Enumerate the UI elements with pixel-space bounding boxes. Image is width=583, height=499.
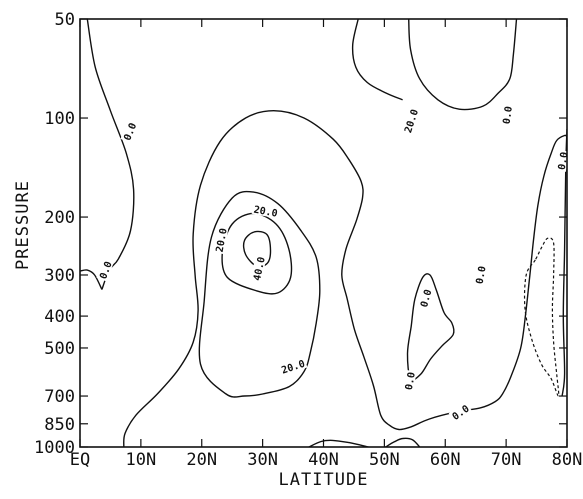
contour-label: 0.0 [448, 401, 472, 423]
contour-label-bg [417, 286, 434, 310]
x-tick-label: 70N [491, 450, 522, 470]
contour-label: 20.0 [251, 202, 280, 220]
contour-label-bg [96, 258, 114, 282]
y-axis-title: PRESSURE [13, 180, 33, 270]
contour-labels: 0.0 20.0 0.0 0.0 20.0 20.0 40.0 0.0 0.0 0.0 20.0 0.… [96, 104, 571, 423]
contour-label-bg [251, 202, 280, 219]
contour-line [80, 269, 103, 290]
contour-label-text: 20.0 [215, 227, 230, 253]
y-tick-label: 300 [44, 266, 75, 286]
contour-label: 0.0 [96, 258, 115, 282]
x-tick-label: 10N [126, 450, 157, 470]
contour-label-bg [448, 401, 472, 423]
contour-line [198, 190, 321, 398]
contour-label: 0.0 [120, 119, 139, 144]
contour-label-bg [401, 106, 421, 136]
contour-label: 20.0 [278, 356, 308, 377]
y-tick-label: 200 [44, 208, 75, 228]
contour-label-text: 0.0 [502, 106, 515, 125]
y-tick-label: 850 [44, 415, 75, 435]
contour-line [523, 237, 560, 397]
contour-lines [80, 19, 567, 447]
y-tick-label: 700 [44, 387, 75, 407]
contour-label-text: 0.0 [475, 265, 489, 285]
contour-label-bg [499, 104, 514, 126]
contour-label: 20.0 [401, 106, 421, 136]
y-tick-label: 500 [44, 339, 75, 359]
contour-label: 0.0 [555, 149, 571, 172]
contour-label-bg [212, 225, 229, 255]
x-tick-labels: EQ 10N 20N 30N 40N 50N 60N 70N 80N [70, 450, 583, 470]
contour-label-bg [278, 356, 308, 376]
contour-label-bg [472, 263, 488, 287]
contour-label-bg [402, 369, 417, 393]
contour-line [123, 109, 567, 447]
contour-line [408, 19, 518, 111]
contour-label-text: 20.0 [253, 205, 279, 220]
x-tick-label: 20N [186, 450, 217, 470]
contour-label-text: 40.0 [252, 256, 268, 282]
x-tick-label: 50N [369, 450, 400, 470]
contour-line [86, 19, 135, 290]
contour-label-bg [555, 149, 570, 172]
contour-line [242, 230, 272, 268]
y-tick-label: 400 [44, 307, 75, 327]
contour-label-text: 0.0 [419, 288, 434, 308]
contour-label-bg [120, 119, 139, 144]
y-tick-label: 1000 [34, 438, 75, 458]
y-tick-label: 50 [55, 10, 75, 30]
x-tick-label: 40N [308, 450, 339, 470]
contour-line [351, 19, 403, 101]
contour-label: 0.0 [417, 286, 434, 310]
contour-line [385, 437, 421, 447]
contour-label-text: 20.0 [403, 108, 421, 134]
x-tick-label: EQ [70, 450, 90, 470]
contour-label-text: 0.0 [98, 260, 115, 281]
x-tick-label: 30N [247, 450, 278, 470]
contour-label: 0.0 [472, 263, 489, 287]
x-axis-title: LATITUDE [279, 470, 369, 490]
contour-line [406, 273, 455, 381]
y-tick-labels: 50 100 200 300 400 500 700 850 1000 [34, 10, 75, 458]
contour-line [221, 212, 293, 295]
contour-label: 20.0 [212, 225, 230, 255]
x-tick-label: 80N [552, 450, 583, 470]
contour-label-bg [250, 254, 267, 283]
contour-label-text: 0.0 [122, 122, 139, 143]
contour-line [308, 439, 369, 447]
plot-frame [79, 18, 568, 448]
contour-label: 40.0 [250, 254, 268, 283]
contour-label: 0.0 [499, 104, 515, 126]
contour-label-text: 0.0 [404, 371, 418, 391]
contour-label-text: 0.0 [557, 151, 571, 171]
x-tick-label: 60N [430, 450, 461, 470]
contour-label: 0.0 [402, 369, 418, 393]
y-tick-label: 100 [44, 109, 75, 129]
axis-ticks [79, 18, 568, 448]
